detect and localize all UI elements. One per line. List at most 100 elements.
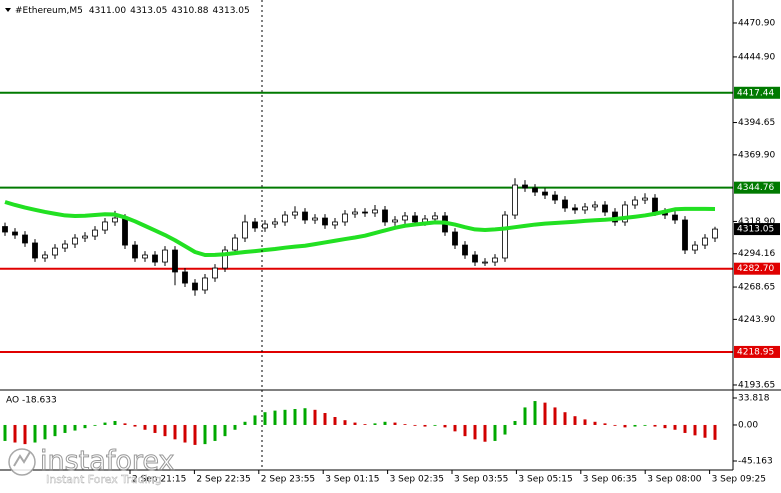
- candle-body: [52, 247, 58, 256]
- y-tick-label: 4243.90: [738, 315, 775, 325]
- ao-bar: [403, 424, 407, 425]
- candle-body: [122, 217, 128, 246]
- ao-bar: [443, 424, 447, 428]
- watermark-tagline: Instant Forex Trading: [46, 473, 162, 486]
- candle-body: [152, 254, 158, 263]
- candle-body: [132, 244, 138, 259]
- ao-title: AO -18.633: [6, 396, 57, 406]
- ao-bar: [283, 409, 287, 425]
- candle-body: [712, 228, 718, 239]
- candle-body: [562, 199, 568, 209]
- candle-body: [362, 211, 368, 214]
- candle-body: [482, 261, 488, 264]
- ao-bar: [53, 424, 57, 437]
- candle-body: [682, 219, 688, 251]
- ao-bar: [563, 412, 567, 425]
- ao-bar: [133, 424, 137, 427]
- candle-body: [502, 214, 508, 259]
- header-text: #Ethereum,M5 4311.00 4313.05 4310.88 4313.05: [15, 6, 250, 16]
- candle-body: [282, 214, 288, 223]
- ao-bar: [533, 401, 537, 425]
- candle-body: [352, 211, 358, 215]
- ao-bar: [313, 409, 317, 425]
- candle-body: [72, 237, 78, 245]
- ao-bar: [243, 421, 247, 425]
- level-label: 4417.44: [737, 88, 774, 98]
- candle-body: [232, 237, 238, 251]
- current-price-box: [734, 223, 780, 236]
- x-tick-label: 3 Sep 03:55: [454, 475, 508, 485]
- ao-bar: [273, 410, 277, 425]
- candle-body: [332, 221, 338, 226]
- ao-bar: [233, 424, 237, 430]
- ao-bar: [603, 423, 607, 425]
- candle-body: [242, 221, 248, 239]
- candle-body: [112, 217, 118, 223]
- ao-bar: [113, 420, 117, 425]
- header: #Ethereum,M5 4311.00 4313.05 4310.88 4313.05: [5, 6, 250, 16]
- y-tick-label: 4444.90: [738, 52, 775, 62]
- ao-bar: [393, 422, 397, 425]
- ao-bar: [583, 419, 587, 425]
- ao-bar: [63, 424, 67, 433]
- candle-body: [672, 214, 678, 221]
- candle-body: [12, 231, 18, 236]
- ao-bar: [323, 413, 327, 425]
- ao-bar: [103, 422, 107, 425]
- level-label-box: [734, 181, 780, 194]
- candle-body: [392, 219, 398, 223]
- ao-bar: [673, 424, 677, 430]
- candle-body: [542, 191, 548, 196]
- ao-bar: [213, 424, 217, 441]
- ao-bar: [663, 424, 667, 429]
- candle-body: [162, 249, 168, 263]
- ao-bar: [523, 407, 527, 425]
- candle-body: [342, 213, 348, 223]
- candle-body: [692, 244, 698, 251]
- y-tick-label: 4268.65: [738, 283, 775, 293]
- ao-bar: [353, 422, 357, 425]
- ao-bar: [513, 420, 517, 425]
- ao-bar: [643, 424, 647, 426]
- y-tick-label: 4394.65: [738, 118, 775, 128]
- ao-bar: [543, 402, 547, 425]
- candle-body: [432, 215, 438, 220]
- x-tick-label: 3 Sep 02:35: [390, 475, 444, 485]
- ao-bar: [43, 424, 47, 440]
- candle-body: [142, 254, 148, 259]
- y-tick-label: 4470.90: [738, 18, 775, 28]
- candle-body: [82, 235, 88, 239]
- candle-body: [222, 249, 228, 269]
- moving-average: [4, 200, 716, 257]
- ohlc-low: 4310.88: [171, 6, 208, 16]
- x-tick-label: 3 Sep 06:35: [583, 475, 637, 485]
- candle-body: [622, 204, 628, 223]
- candle-body: [402, 215, 408, 221]
- candle-body: [252, 221, 258, 229]
- candle-body: [472, 254, 478, 263]
- candle-body: [652, 197, 658, 213]
- ao-bar: [553, 407, 557, 425]
- candle-body: [92, 229, 98, 237]
- level-label: 4218.95: [737, 347, 774, 357]
- ao-bar: [343, 420, 347, 425]
- candle-body: [192, 282, 198, 291]
- ohlc-high: 4313.05: [130, 6, 167, 16]
- candle-body: [382, 209, 388, 223]
- x-tick-label: 2 Sep 22:35: [196, 475, 250, 485]
- ao-bar: [713, 424, 717, 440]
- ao-bar: [293, 409, 297, 425]
- candle-body: [62, 243, 68, 249]
- ao-bar: [73, 424, 77, 431]
- ao-bar: [3, 424, 7, 441]
- candle-body: [202, 277, 208, 291]
- ao-bar: [203, 424, 207, 445]
- candle-body: [32, 242, 38, 259]
- ao-bar: [483, 424, 487, 442]
- ao-bar: [183, 424, 187, 443]
- ao-bar: [573, 416, 577, 425]
- candle-body: [292, 211, 298, 216]
- ao-bar: [33, 424, 37, 443]
- ao-bar: [453, 424, 457, 432]
- x-tick-label: 3 Sep 09:25: [712, 475, 766, 485]
